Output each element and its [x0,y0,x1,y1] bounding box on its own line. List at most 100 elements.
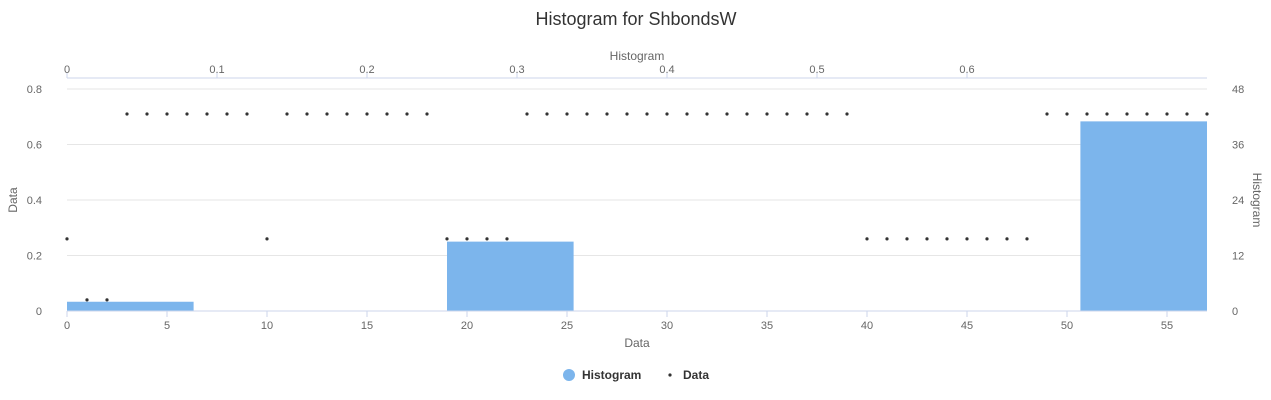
data-point [585,112,589,116]
y2-tick-label: 12 [1232,251,1244,263]
data-point [225,112,229,116]
y2-tick-label: 36 [1232,140,1244,152]
legend-histogram-label: Histogram [582,368,641,382]
data-point [945,237,949,241]
histogram-bars [67,121,1207,311]
x-tick-label: 10 [261,320,273,332]
data-point [285,112,289,116]
data-point [365,112,369,116]
data-point [405,112,409,116]
data-points [65,112,1209,302]
y-tick-label: 0.6 [27,140,42,152]
data-point [425,112,429,116]
data-point [985,237,989,241]
data-point [165,112,169,116]
histogram-bar [447,241,574,311]
legend-item-histogram[interactable]: Histogram [563,368,641,382]
axes: 0 0.2 0.4 0.6 0.8 0 12 24 36 48 0 5 10 15 20 25 30 35 40 45… [27,64,1245,332]
data-point [625,112,629,116]
data-point [1025,237,1029,241]
data-point [705,112,709,116]
x2-axis-title: Histogram [610,49,665,63]
legend-item-data[interactable]: Data [668,368,709,382]
histogram-bar [1080,121,1207,311]
data-point [1005,237,1009,241]
data-point [845,112,849,116]
x2-tick-label: 0.3 [509,64,524,76]
legend-data-label: Data [683,368,709,382]
data-point [965,237,969,241]
x-tick-label: 25 [561,320,573,332]
data-point [485,237,489,241]
data-point [1185,112,1189,116]
y-tick-label: 0.4 [27,195,42,207]
data-point [765,112,769,116]
x2-tick-label: 0.1 [209,64,224,76]
data-point [745,112,749,116]
data-point [445,237,449,241]
data-point [1045,112,1049,116]
data-point [805,112,809,116]
y2-tick-label: 24 [1232,195,1244,207]
data-point [105,298,109,302]
data-point [685,112,689,116]
x-tick-label: 35 [761,320,773,332]
histogram-bar [67,301,194,311]
data-point [185,112,189,116]
x-tick-label: 40 [861,320,873,332]
x-axis-title: Data [624,336,650,350]
data-point [245,112,249,116]
y-tick-label: 0.8 [27,84,42,96]
data-point [125,112,129,116]
x-tick-label: 5 [164,320,170,332]
data-point [545,112,549,116]
data-point [1105,112,1109,116]
data-point [865,237,869,241]
legend: Histogram Data [563,368,709,382]
gridlines [67,88,1207,256]
x2-tick-label: 0.4 [659,64,674,76]
legend-data-swatch [668,373,672,377]
x-tick-label: 30 [661,320,673,332]
y-axis-title: Data [6,187,20,213]
data-point [505,237,509,241]
data-point [605,112,609,116]
data-point [305,112,309,116]
data-point [1205,112,1209,116]
data-point [1085,112,1089,116]
data-point [725,112,729,116]
y2-axis-title: Histogram [1250,173,1264,228]
data-point [925,237,929,241]
x2-tick-label: 0.5 [809,64,824,76]
legend-histogram-swatch [563,369,575,381]
x-tick-label: 55 [1161,320,1173,332]
data-point [1165,112,1169,116]
data-point [465,237,469,241]
data-point [345,112,349,116]
data-point [885,237,889,241]
x2-tick-label: 0.2 [359,64,374,76]
data-point [205,112,209,116]
data-point [385,112,389,116]
x-tick-label: 50 [1061,320,1073,332]
data-point [825,112,829,116]
data-point [1125,112,1129,116]
data-point [65,237,69,241]
chart-title: Histogram for ShbondsW [535,9,736,29]
data-point [1065,112,1069,116]
data-point [1145,112,1149,116]
x-tick-label: 20 [461,320,473,332]
data-point [565,112,569,116]
data-point [265,237,269,241]
data-point [85,298,89,302]
x2-tick-label: 0 [64,64,70,76]
y2-tick-label: 48 [1232,84,1244,96]
data-point [785,112,789,116]
data-point [645,112,649,116]
y-tick-label: 0 [36,306,42,318]
x-tick-label: 0 [64,320,70,332]
data-point [145,112,149,116]
data-point [525,112,529,116]
x-tick-label: 15 [361,320,373,332]
